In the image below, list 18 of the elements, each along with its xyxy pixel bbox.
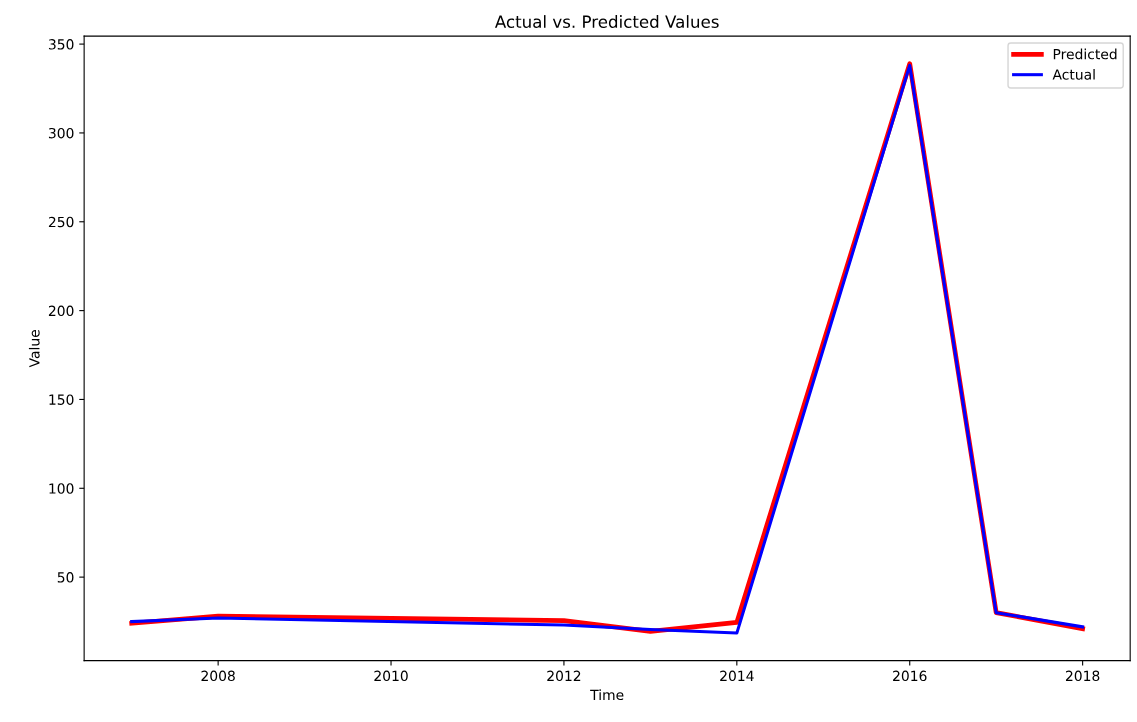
x-tick-label: 2012 — [547, 670, 581, 682]
x-tick-label: 2014 — [720, 670, 754, 682]
x-tick-label: 2008 — [201, 670, 235, 682]
y-tick-label: 50 — [57, 572, 74, 583]
x-tick-label: 2018 — [1065, 670, 1100, 682]
y-tick-label: 150 — [49, 394, 74, 405]
x-tick-label: 2016 — [893, 670, 927, 682]
y-tick-label: 200 — [48, 305, 74, 317]
y-axis-title: Value — [28, 330, 40, 368]
legend-label: Actual — [1052, 68, 1095, 80]
y-tick-label: 250 — [48, 216, 74, 228]
y-tick-label: 350 — [48, 39, 74, 50]
legend-label: Predicted — [1053, 48, 1117, 60]
x-axis-title: Time — [590, 689, 624, 701]
y-tick-label: 300 — [48, 127, 74, 139]
chart-title: Actual vs. Predicted Values — [494, 15, 719, 28]
y-tick-label: 100 — [49, 483, 74, 494]
x-tick-label: 2010 — [374, 670, 408, 682]
